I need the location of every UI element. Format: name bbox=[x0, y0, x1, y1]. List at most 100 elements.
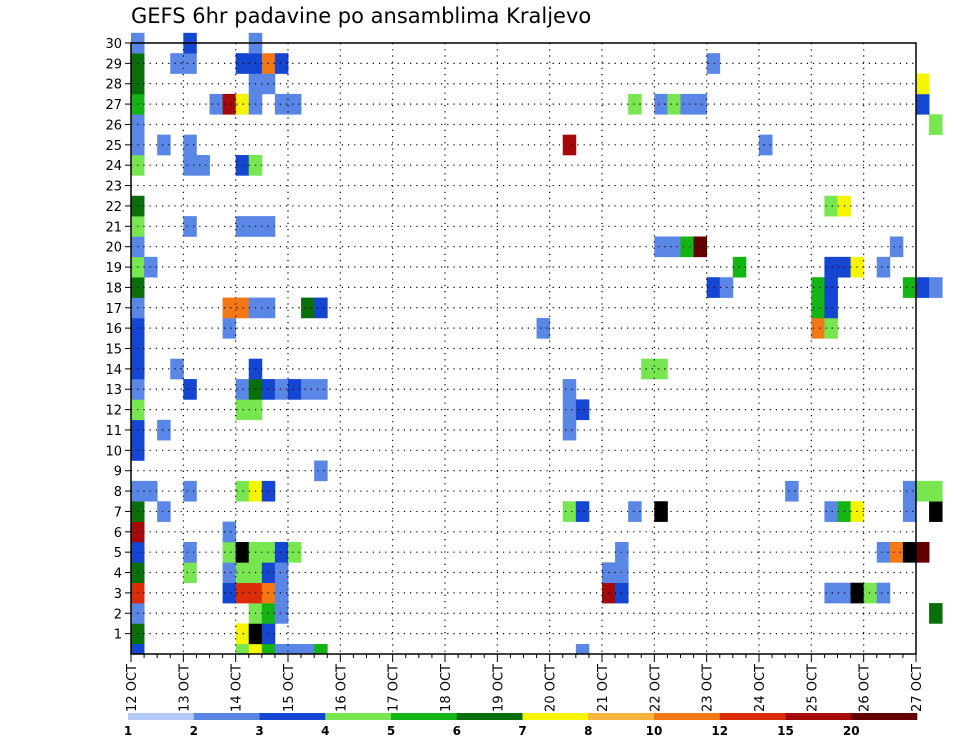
heatmap-cell bbox=[274, 541, 289, 563]
legend-label: 5 bbox=[387, 724, 395, 738]
x-tick-label: 12 OCT bbox=[125, 664, 140, 712]
heatmap-cell bbox=[222, 521, 237, 543]
heatmap-cell bbox=[902, 541, 917, 563]
y-tick-label: 5 bbox=[114, 546, 122, 561]
heatmap-cell bbox=[863, 582, 878, 604]
heatmap-cell bbox=[314, 644, 328, 655]
heatmap-cell bbox=[824, 297, 838, 319]
heatmap-cell bbox=[824, 195, 838, 217]
heatmap-cell bbox=[235, 297, 250, 319]
heatmap-cell bbox=[183, 541, 197, 563]
heatmap-cell bbox=[248, 644, 263, 655]
legend-swatch bbox=[259, 713, 326, 720]
heatmap-cell bbox=[261, 644, 276, 655]
heatmap-cell bbox=[274, 93, 289, 115]
x-tick-label: 22 OCT bbox=[648, 664, 663, 712]
heatmap-cell bbox=[288, 93, 302, 115]
legend-label: 12 bbox=[711, 724, 728, 738]
heatmap-cell bbox=[693, 236, 708, 258]
heatmap-cell bbox=[235, 53, 250, 74]
legend-swatch bbox=[522, 713, 589, 720]
y-tick-label: 19 bbox=[105, 261, 122, 276]
heatmap-cell bbox=[222, 297, 237, 319]
heatmap-cell bbox=[889, 541, 904, 563]
heatmap-cell bbox=[288, 644, 302, 655]
heatmap-cell bbox=[654, 501, 668, 522]
heatmap-cell bbox=[235, 379, 250, 400]
heatmap-cell bbox=[654, 358, 668, 380]
x-tick-label: 23 OCT bbox=[701, 664, 716, 712]
heatmap-cell bbox=[562, 501, 577, 522]
y-tick-label: 23 bbox=[105, 180, 122, 195]
x-tick-label: 24 OCT bbox=[753, 664, 768, 712]
legend-swatch bbox=[456, 713, 523, 720]
y-tick-label: 7 bbox=[114, 505, 122, 520]
heatmap-cell bbox=[929, 277, 943, 298]
x-tick-label: 20 OCT bbox=[544, 664, 559, 712]
legend-swatch bbox=[391, 713, 458, 720]
y-tick-label: 25 bbox=[105, 139, 122, 154]
legend-swatch bbox=[719, 713, 786, 720]
legend-label: 2 bbox=[190, 724, 198, 738]
heatmap-cell bbox=[170, 53, 184, 74]
heatmap-cell bbox=[916, 277, 930, 298]
y-tick-label: 8 bbox=[114, 485, 122, 500]
heatmap-cell bbox=[562, 419, 577, 441]
x-tick-label: 21 OCT bbox=[596, 664, 611, 712]
legend-label: 10 bbox=[646, 724, 663, 738]
heatmap-cell bbox=[222, 317, 237, 339]
heatmap-cell bbox=[785, 480, 799, 502]
y-tick-label: 11 bbox=[105, 424, 122, 439]
heatmap-cell bbox=[131, 644, 145, 655]
heatmap-cell bbox=[811, 297, 825, 319]
legend-label: 3 bbox=[255, 724, 263, 738]
heatmap-cell bbox=[902, 480, 917, 502]
heatmap-cell bbox=[157, 419, 171, 441]
heatmap-cell bbox=[667, 93, 681, 115]
heatmap-cell bbox=[929, 114, 943, 135]
y-tick-label: 24 bbox=[105, 159, 122, 174]
heatmap-cell bbox=[235, 562, 250, 584]
y-tick-label: 9 bbox=[114, 465, 122, 480]
legend-swatch bbox=[785, 713, 852, 720]
heatmap-cell bbox=[235, 93, 250, 115]
color-legend: 1 2 3 4 5 6 7 8 10 12 15 20 bbox=[124, 713, 918, 738]
heatmap-cell bbox=[157, 501, 171, 522]
x-tick-label: 19 OCT bbox=[491, 664, 506, 712]
y-tick-label: 13 bbox=[105, 383, 122, 398]
legend-label: 7 bbox=[518, 724, 526, 738]
heatmap-cell bbox=[144, 256, 158, 278]
heatmap-cell bbox=[759, 134, 773, 156]
heatmap-cell bbox=[562, 399, 577, 421]
heatmap-cell bbox=[706, 53, 721, 74]
heatmap-cell bbox=[916, 73, 930, 95]
x-tick-label: 27 OCT bbox=[910, 664, 925, 712]
heatmap-cell bbox=[222, 582, 237, 604]
heatmap-cell bbox=[693, 93, 708, 115]
chart-title: GEFS 6hr padavine po ansamblima Kraljevo bbox=[131, 4, 592, 28]
grid-layer bbox=[131, 43, 916, 654]
y-tick-label: 14 bbox=[105, 363, 122, 378]
heatmap-cell bbox=[235, 155, 250, 176]
legend-label: 15 bbox=[777, 724, 794, 738]
heatmap-cell bbox=[183, 53, 197, 74]
y-tick-label: 15 bbox=[105, 343, 122, 358]
heatmap-cell bbox=[654, 236, 668, 258]
heatmap-cell bbox=[876, 582, 891, 604]
heatmap-cell bbox=[575, 501, 590, 522]
heatmap-cell bbox=[562, 379, 577, 400]
cells-layer bbox=[131, 32, 943, 655]
legend-label: 1 bbox=[124, 724, 132, 738]
x-tick-label: 16 OCT bbox=[334, 664, 349, 712]
heatmap-cell bbox=[706, 277, 721, 298]
y-tick-label: 22 bbox=[105, 200, 122, 215]
y-tick-label: 1 bbox=[114, 628, 122, 643]
heatmap-cell bbox=[183, 480, 197, 502]
heatmap-cell bbox=[222, 541, 237, 563]
legend-swatch bbox=[128, 713, 195, 720]
y-tick-label: 28 bbox=[105, 78, 122, 93]
heatmap-cell bbox=[811, 277, 825, 298]
heatmap-cell bbox=[314, 379, 328, 400]
heatmap-cell bbox=[301, 297, 315, 319]
heatmap-cell bbox=[183, 134, 197, 156]
